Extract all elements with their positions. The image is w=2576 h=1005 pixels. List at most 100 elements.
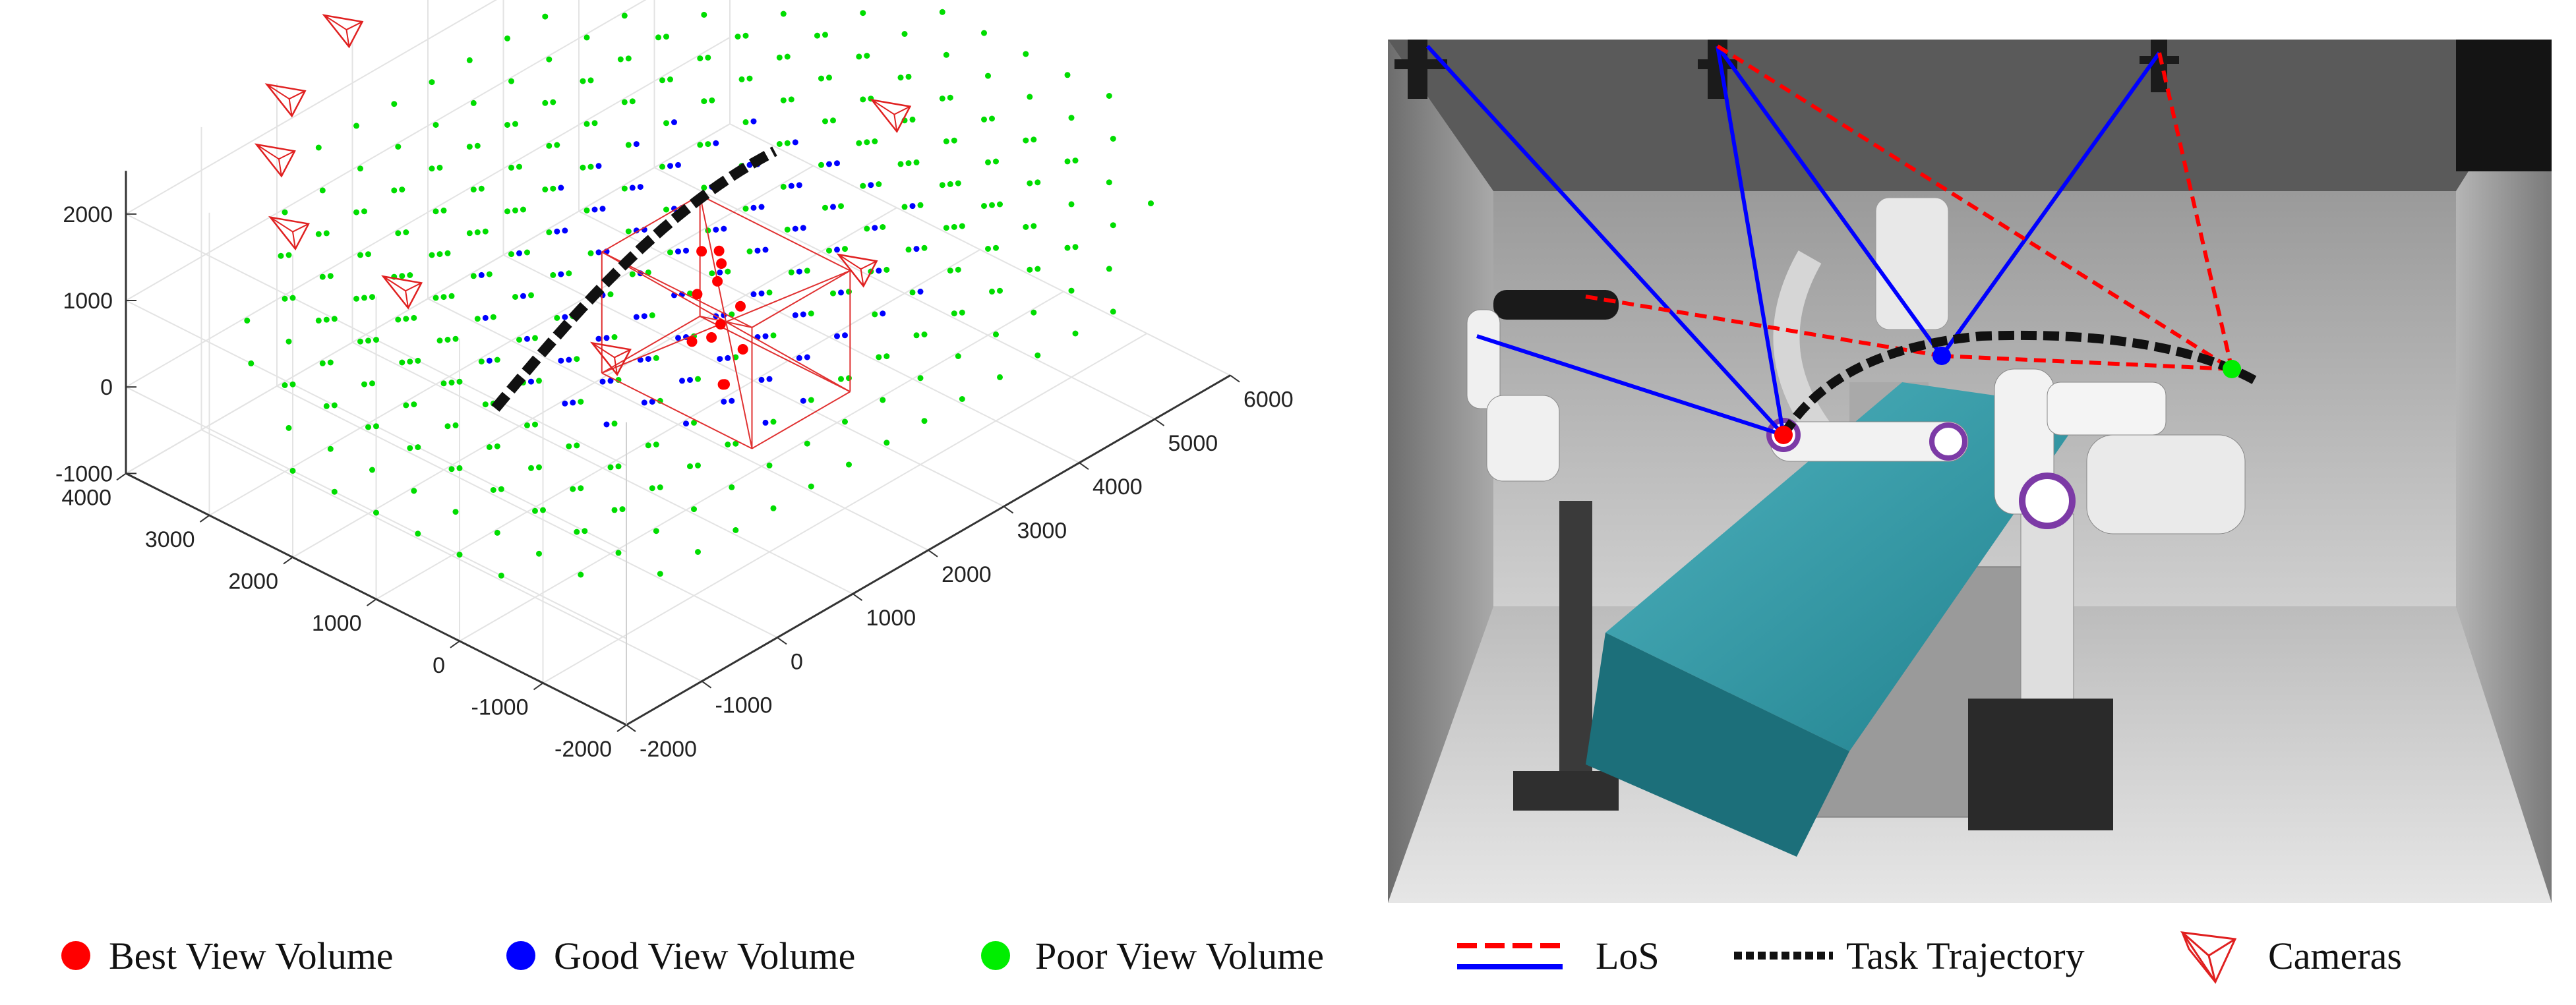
good-view-point bbox=[913, 246, 920, 252]
poor-view-point bbox=[448, 466, 455, 473]
poor-view-point bbox=[550, 99, 556, 105]
poor-view-point bbox=[504, 208, 510, 215]
poor-view-point bbox=[901, 31, 908, 37]
poor-view-point bbox=[695, 549, 701, 555]
ceiling-camera-icon bbox=[2456, 40, 2552, 171]
poor-view-point bbox=[1034, 352, 1041, 359]
poor-view-point bbox=[448, 293, 455, 299]
frustum-edge bbox=[278, 150, 295, 160]
poor-view-point bbox=[629, 271, 636, 277]
z-tick-label: 0 bbox=[100, 375, 113, 400]
poor-view-point bbox=[369, 467, 375, 473]
frustum-face bbox=[268, 215, 310, 250]
poor-view-point bbox=[331, 316, 338, 322]
poor-view-point bbox=[905, 73, 912, 80]
poor-view-point bbox=[494, 357, 500, 363]
poor-view-point bbox=[1023, 223, 1029, 230]
camera-frustum-icon bbox=[254, 143, 296, 178]
poor-view-point bbox=[625, 228, 632, 235]
frustum-edge bbox=[346, 21, 363, 30]
poor-view-point bbox=[452, 509, 459, 515]
poor-view-point bbox=[504, 35, 510, 42]
good-view-point bbox=[792, 312, 798, 318]
poor-view-point bbox=[959, 309, 965, 316]
good-view-point bbox=[675, 335, 681, 341]
poor-view-point bbox=[587, 163, 594, 170]
x-tick-mark bbox=[852, 593, 863, 601]
poor-view-point bbox=[880, 224, 886, 230]
poor-view-point bbox=[429, 165, 435, 172]
poor-view-point bbox=[319, 360, 326, 366]
poor-view-point bbox=[742, 119, 749, 125]
grid-line bbox=[375, 248, 981, 600]
good-view-point bbox=[754, 247, 761, 254]
good-view-point bbox=[595, 163, 602, 169]
legend-label: Poor View Volume bbox=[1035, 934, 1324, 977]
frustum-edge bbox=[288, 98, 293, 117]
poor-view-point bbox=[804, 268, 810, 274]
poor-view-point bbox=[415, 357, 421, 364]
poor-view-point bbox=[1068, 287, 1075, 294]
good-view-point bbox=[637, 184, 644, 190]
poor-view-point bbox=[784, 226, 791, 233]
camera-frustums bbox=[254, 14, 912, 376]
frustum-edge bbox=[614, 357, 618, 375]
poor-view-point bbox=[884, 353, 890, 360]
good-view-point bbox=[595, 335, 602, 342]
poor-view-point bbox=[436, 337, 443, 344]
poor-view-point bbox=[490, 487, 496, 493]
poor-view-point bbox=[470, 100, 477, 106]
poor-view-point bbox=[433, 295, 439, 301]
poor-view-point bbox=[542, 187, 549, 192]
poor-view-point bbox=[921, 418, 928, 424]
poor-view-point bbox=[822, 204, 828, 211]
right-robot-arm bbox=[1766, 368, 2246, 830]
y-tick-label: -1000 bbox=[471, 695, 529, 720]
poor-view-point bbox=[395, 230, 402, 237]
poor-view-point bbox=[319, 187, 326, 194]
grid-line bbox=[459, 291, 1064, 642]
poor-view-point bbox=[331, 488, 338, 495]
poor-view-point bbox=[981, 203, 987, 209]
poor-view-point bbox=[939, 9, 945, 15]
x-tick-mark bbox=[1230, 374, 1240, 383]
best-view-point bbox=[686, 336, 698, 347]
poor-view-point bbox=[498, 572, 504, 579]
poor-view-point bbox=[951, 310, 957, 317]
legend-item-good: Good View Volume bbox=[506, 934, 855, 977]
sample-points bbox=[244, 9, 1154, 579]
poor-view-point bbox=[494, 443, 500, 449]
poor-view-point bbox=[860, 183, 866, 189]
frustum-edge bbox=[860, 260, 878, 270]
poor-view-point bbox=[440, 294, 447, 301]
poor-view-point bbox=[578, 399, 584, 405]
poor-view-point bbox=[989, 288, 995, 295]
poor-view-point bbox=[856, 140, 862, 146]
poor-view-point bbox=[403, 229, 409, 235]
poor-view-point bbox=[516, 163, 522, 170]
poor-view-point bbox=[508, 251, 514, 258]
best-view-marker bbox=[1774, 426, 1793, 444]
poor-view-point bbox=[909, 289, 916, 296]
poor-view-point bbox=[1106, 93, 1112, 99]
legend-label: LoS bbox=[1596, 934, 1660, 977]
poor-view-point bbox=[993, 244, 999, 251]
poor-view-point bbox=[838, 203, 844, 210]
poor-view-point bbox=[629, 98, 636, 105]
good-view-point bbox=[713, 227, 719, 233]
poor-view-point bbox=[701, 11, 707, 18]
frustum-face bbox=[322, 14, 364, 49]
frustum-edge bbox=[405, 291, 409, 308]
poor-view-point bbox=[846, 461, 852, 468]
x-tick-mark bbox=[1154, 418, 1165, 426]
red-dot-icon bbox=[61, 941, 90, 970]
poor-view-point bbox=[1068, 115, 1075, 121]
poor-view-point bbox=[566, 443, 572, 449]
good-view-point bbox=[607, 378, 614, 384]
best-view-point bbox=[715, 319, 726, 330]
legend-label: Best View Volume bbox=[109, 934, 394, 977]
poor-view-point bbox=[826, 247, 832, 254]
poor-view-point bbox=[653, 442, 659, 447]
good-view-point bbox=[750, 118, 757, 125]
good-view-point bbox=[917, 289, 924, 295]
